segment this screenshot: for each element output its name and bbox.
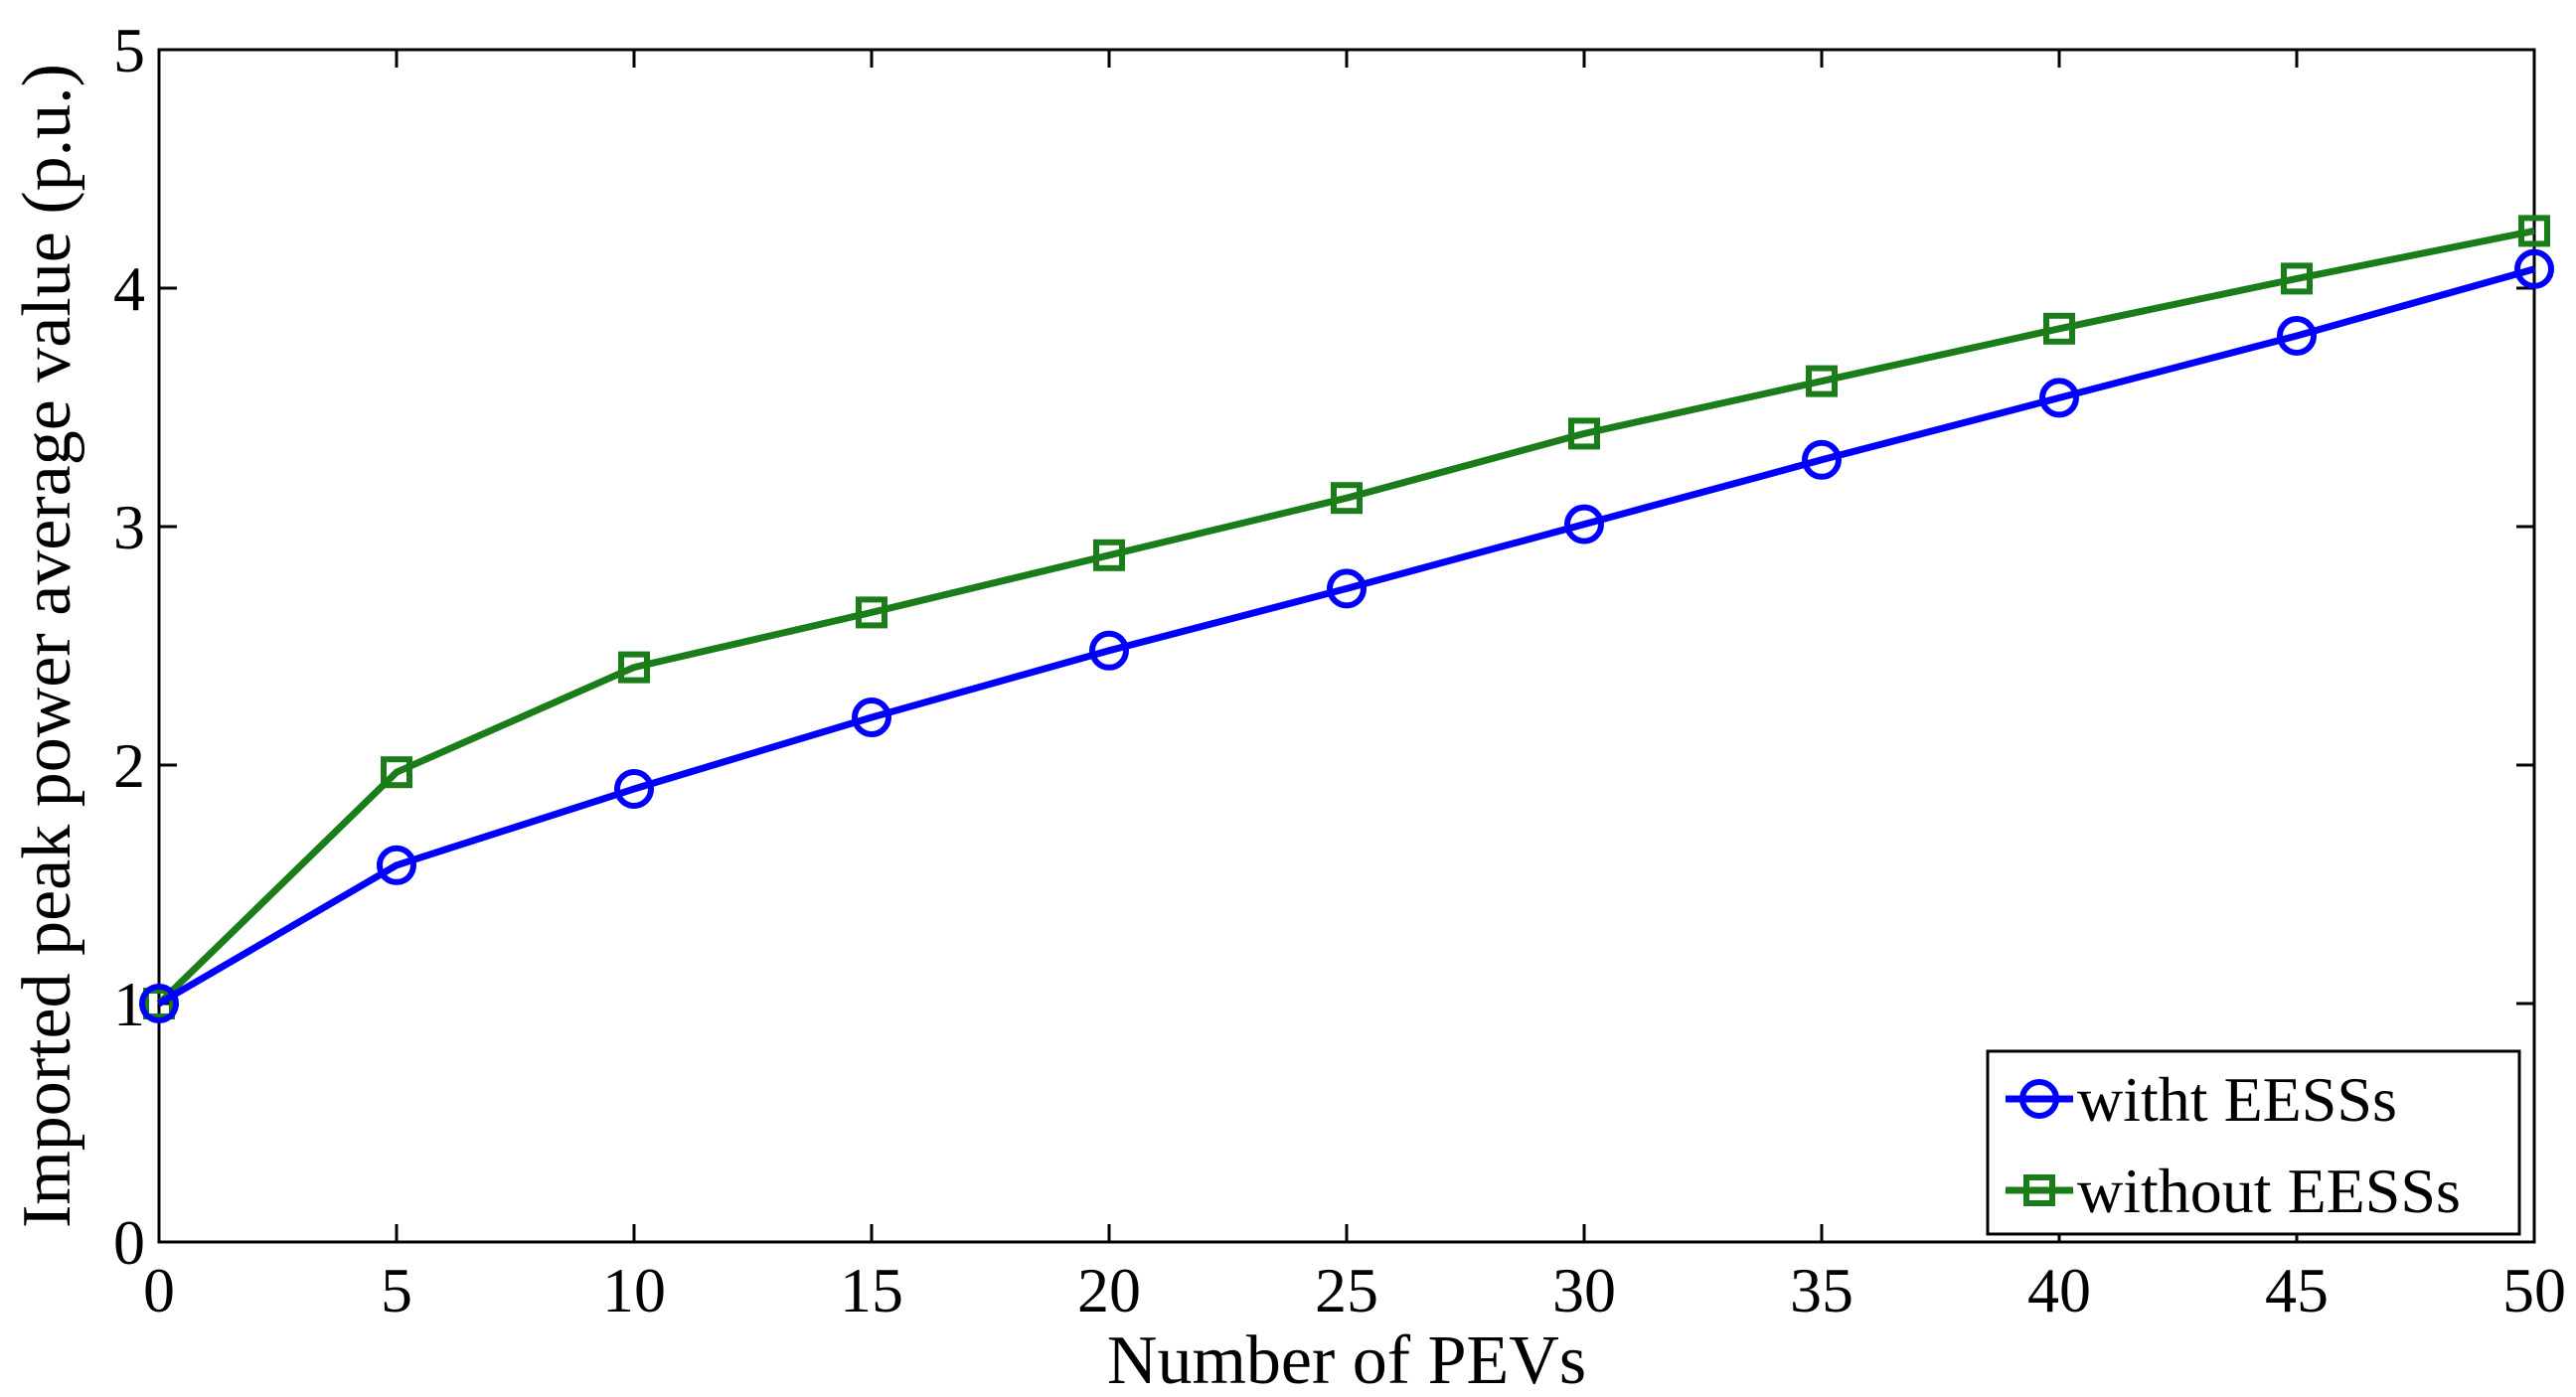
y-tick-label: 0 bbox=[113, 1207, 145, 1278]
data-point bbox=[1331, 482, 1363, 515]
data-point bbox=[856, 596, 887, 629]
data-point bbox=[1093, 539, 1125, 571]
series-line bbox=[157, 265, 2535, 1008]
data-point bbox=[377, 845, 416, 885]
legend-label: without EESSs bbox=[2077, 1156, 2461, 1226]
data-point bbox=[1802, 439, 1842, 480]
data-point bbox=[381, 756, 412, 789]
data-point bbox=[143, 988, 175, 1019]
legend-label: witht EESSs bbox=[2077, 1064, 2397, 1135]
legend-item: witht EESSs bbox=[2006, 1064, 2397, 1135]
x-tick-label: 20 bbox=[1077, 1255, 1141, 1325]
y-tick-label: 3 bbox=[113, 492, 145, 562]
data-point bbox=[1327, 568, 1367, 609]
series-without-eesss bbox=[143, 215, 2550, 1019]
legend-marker bbox=[2019, 1079, 2059, 1119]
plot-area bbox=[157, 48, 2536, 1244]
data-point bbox=[2518, 215, 2550, 247]
legend-item: without EESSs bbox=[2006, 1156, 2461, 1226]
data-point bbox=[1568, 417, 1600, 450]
data-point bbox=[2514, 248, 2554, 289]
data-point bbox=[614, 769, 654, 809]
series-line bbox=[156, 227, 2535, 1007]
y-tick-label: 5 bbox=[113, 15, 145, 85]
y-tick-label: 4 bbox=[113, 253, 145, 324]
data-point bbox=[2281, 262, 2313, 295]
legend: witht EESSs without EESSs bbox=[1986, 1049, 2521, 1236]
x-axis-title: Number of PEVs bbox=[1107, 1322, 1586, 1397]
x-tick-label: 30 bbox=[1552, 1255, 1616, 1325]
data-point bbox=[1806, 365, 1838, 397]
legend-box bbox=[1986, 1049, 2521, 1236]
y-tick-label: 2 bbox=[113, 730, 145, 801]
series-layer bbox=[139, 215, 2554, 1023]
legend-marker bbox=[2023, 1174, 2055, 1206]
data-point bbox=[1089, 630, 1129, 671]
x-tick-label: 0 bbox=[143, 1255, 175, 1325]
x-tick-label: 15 bbox=[840, 1255, 903, 1325]
data-point bbox=[2039, 378, 2079, 418]
data-point bbox=[1564, 504, 1604, 544]
series-witht-eesss bbox=[139, 248, 2554, 1023]
data-point bbox=[852, 698, 891, 737]
x-tick-label: 25 bbox=[1315, 1255, 1378, 1325]
x-tick-label: 40 bbox=[2027, 1255, 2091, 1325]
x-tick-label: 35 bbox=[1790, 1255, 1853, 1325]
data-point bbox=[2277, 316, 2317, 356]
data-point bbox=[139, 984, 179, 1023]
y-axis-title: Imported peak power average value (p.u.) bbox=[9, 64, 85, 1228]
x-tick-label: 45 bbox=[2265, 1255, 2329, 1325]
data-point bbox=[2043, 312, 2075, 345]
data-point bbox=[618, 651, 650, 684]
x-tick-label: 5 bbox=[381, 1255, 412, 1325]
x-tick-label: 10 bbox=[602, 1255, 666, 1325]
x-tick-label: 50 bbox=[2502, 1255, 2566, 1325]
